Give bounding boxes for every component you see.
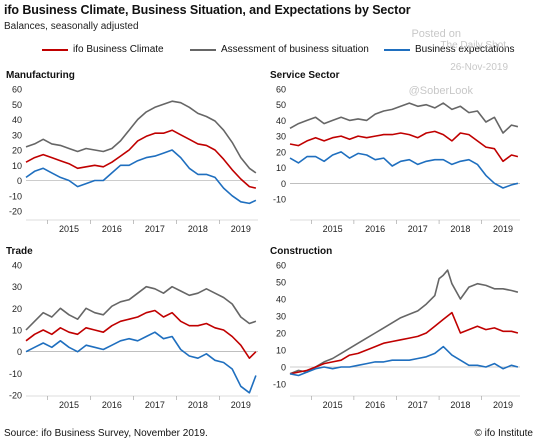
x-tick-label: 2018 bbox=[188, 224, 208, 234]
legend-label-situation: Assessment of business situation bbox=[221, 44, 369, 55]
series-line-assessment-of-business-situation bbox=[25, 100, 257, 174]
series-line-business-expectations bbox=[289, 151, 519, 189]
y-tick-label: 10 bbox=[276, 346, 286, 356]
watermark-posted: Posted on bbox=[411, 28, 461, 40]
watermark-handle: @SoberLook bbox=[408, 85, 473, 97]
legend-label-climate: ifo Business Climate bbox=[73, 44, 164, 55]
panel-title: Service Sector bbox=[270, 70, 340, 81]
legend: ifo Business Climate Assessment of busin… bbox=[0, 44, 541, 58]
y-tick-label: 10 bbox=[276, 163, 286, 173]
y-tick-label: 30 bbox=[276, 312, 286, 322]
charts-canvas: Manufacturing -20 -10 0 10 20 30 40 50 60 2015 2016… bbox=[6, 70, 520, 410]
legend-item-climate: ifo Business Climate bbox=[42, 44, 164, 55]
y-tick-label: -10 bbox=[9, 191, 22, 201]
y-tick-label: 0 bbox=[17, 176, 22, 186]
x-tick-label: 2017 bbox=[408, 400, 428, 410]
y-tick-label: 0 bbox=[17, 347, 22, 357]
y-tick-label: 20 bbox=[12, 146, 22, 156]
x-tick-label: 2017 bbox=[145, 400, 165, 410]
y-tick-label: 50 bbox=[276, 278, 286, 288]
y-tick-label: 60 bbox=[12, 85, 22, 95]
x-tick-label: 2019 bbox=[493, 224, 513, 234]
panel-manufacturing: Manufacturing -20 -10 0 10 20 30 40 50 60 2015 2016… bbox=[6, 70, 258, 234]
y-tick-label: 20 bbox=[276, 329, 286, 339]
x-tick-label: 2015 bbox=[59, 224, 79, 234]
x-tick-label: 2016 bbox=[102, 224, 122, 234]
y-tick-label: -10 bbox=[273, 380, 286, 390]
legend-swatch-expectations bbox=[384, 48, 410, 51]
x-tick-label: 2017 bbox=[145, 224, 165, 234]
y-tick-label: 50 bbox=[276, 100, 286, 110]
y-tick-label: 0 bbox=[281, 179, 286, 189]
series-line-business-expectations bbox=[25, 331, 257, 394]
series-line-assessment-of-business-situation bbox=[25, 285, 257, 331]
y-tick-label: 0 bbox=[281, 363, 286, 373]
panel-title: Construction bbox=[270, 246, 332, 257]
y-tick-label: 40 bbox=[12, 115, 22, 125]
y-tick-label: 20 bbox=[12, 304, 22, 314]
panel-trade: Trade -20 -10 0 10 20 30 40 2015 2016 2017 2018 2019 bbox=[6, 246, 258, 410]
y-tick-label: 40 bbox=[12, 261, 22, 271]
chart-title: ifo Business Climate, Business Situation… bbox=[4, 3, 411, 17]
y-tick-label: 40 bbox=[276, 116, 286, 126]
x-tick-label: 2016 bbox=[365, 224, 385, 234]
x-tick-label: 2019 bbox=[493, 400, 513, 410]
x-tick-label: 2015 bbox=[59, 400, 79, 410]
y-tick-label: -10 bbox=[273, 195, 286, 205]
y-tick-label: -10 bbox=[9, 369, 22, 379]
x-tick-label: 2018 bbox=[450, 224, 470, 234]
copyright: © ifo Institute bbox=[474, 428, 533, 439]
legend-item-expectations: Business expectations bbox=[384, 44, 515, 55]
y-tick-label: 20 bbox=[276, 147, 286, 157]
series-line-ifo-business-climate bbox=[25, 309, 257, 360]
y-tick-label: -20 bbox=[9, 391, 22, 401]
series-line-assessment-of-business-situation bbox=[289, 269, 519, 375]
y-tick-label: 10 bbox=[12, 161, 22, 171]
legend-swatch-situation bbox=[190, 48, 216, 51]
x-tick-label: 2015 bbox=[323, 224, 343, 234]
x-tick-label: 2016 bbox=[102, 400, 122, 410]
source-note: Source: ifo Business Survey, November 20… bbox=[4, 428, 208, 439]
y-tick-label: 10 bbox=[12, 326, 22, 336]
x-tick-label: 2015 bbox=[323, 400, 343, 410]
y-tick-label: 40 bbox=[276, 295, 286, 305]
watermark-date: 26-Nov-2019 bbox=[450, 62, 508, 73]
panel-construction: Construction -10 0 10 20 30 40 50 60 2015 2016 2017… bbox=[270, 246, 520, 410]
x-tick-label: 2016 bbox=[365, 400, 385, 410]
y-tick-label: 60 bbox=[276, 85, 286, 95]
watermark-site: The Daily Shot bbox=[440, 40, 506, 51]
series-line-business-expectations bbox=[289, 345, 519, 377]
y-tick-label: 30 bbox=[276, 132, 286, 142]
x-tick-label: 2018 bbox=[188, 400, 208, 410]
panel-service-sector: Service Sector -10 0 10 20 30 40 50 60 2015 2016 20… bbox=[270, 70, 520, 234]
series-line-assessment-of-business-situation bbox=[289, 102, 519, 134]
series-line-business-expectations bbox=[25, 149, 257, 205]
y-tick-label: 30 bbox=[12, 282, 22, 292]
x-tick-label: 2019 bbox=[231, 400, 251, 410]
series-line-ifo-business-climate bbox=[289, 311, 519, 375]
chart-subtitle: Balances, seasonally adjusted bbox=[4, 21, 139, 32]
x-tick-label: 2019 bbox=[231, 224, 251, 234]
y-tick-label: 50 bbox=[12, 100, 22, 110]
y-tick-label: 60 bbox=[276, 261, 286, 271]
y-tick-label: -20 bbox=[9, 207, 22, 217]
panel-title: Trade bbox=[6, 246, 33, 257]
x-tick-label: 2018 bbox=[450, 400, 470, 410]
series-line-ifo-business-climate bbox=[289, 130, 519, 163]
legend-swatch-climate bbox=[42, 48, 68, 51]
series-line-ifo-business-climate bbox=[25, 129, 257, 189]
panel-title: Manufacturing bbox=[6, 70, 75, 81]
legend-label-expectations: Business expectations bbox=[415, 44, 515, 55]
x-tick-label: 2017 bbox=[408, 224, 428, 234]
legend-item-situation: Assessment of business situation bbox=[190, 44, 369, 55]
y-tick-label: 30 bbox=[12, 130, 22, 140]
